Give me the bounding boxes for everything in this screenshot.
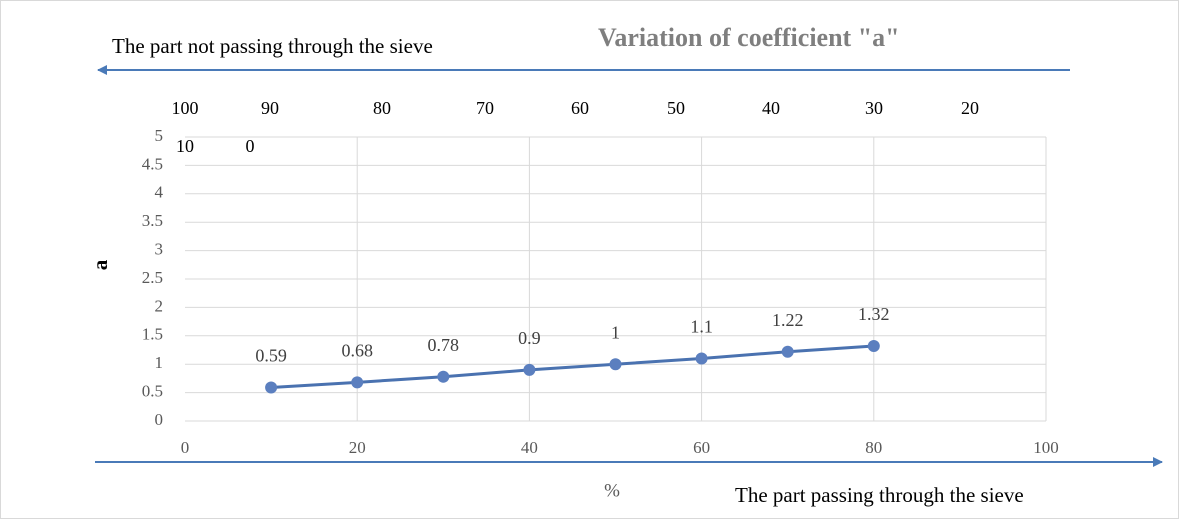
bottom-caption: The part passing through the sieve xyxy=(735,483,1024,507)
top-label: 60 xyxy=(571,98,589,118)
y-tick-label: 4 xyxy=(155,183,164,202)
marker xyxy=(351,376,364,389)
x-tick-label: 60 xyxy=(693,438,710,457)
y-axis-label: a xyxy=(88,259,112,270)
top-label: 80 xyxy=(373,98,391,118)
data-label: 0.78 xyxy=(428,335,460,355)
top-label: 100 xyxy=(172,98,199,118)
y-tick-label: 3 xyxy=(155,240,164,259)
marker xyxy=(781,345,794,358)
marker xyxy=(437,370,450,383)
y-tick-label: 1 xyxy=(155,353,164,372)
x-axis-label: % xyxy=(604,480,620,501)
marker xyxy=(265,381,278,394)
y-tick-label: 0.5 xyxy=(142,382,163,401)
top-label: 10 xyxy=(176,136,194,156)
series-line xyxy=(271,344,874,389)
data-label: 0.59 xyxy=(255,346,287,366)
data-label: 1 xyxy=(611,322,620,342)
data-label: 1.32 xyxy=(858,304,890,324)
marker xyxy=(609,358,622,371)
x-tick-label: 80 xyxy=(865,438,882,457)
top-label: 50 xyxy=(667,98,685,118)
top-caption: The part not passing through the sieve xyxy=(112,34,433,58)
y-tick-label: 3.5 xyxy=(142,211,163,230)
x-tick-label: 40 xyxy=(521,438,538,457)
top-label: 20 xyxy=(961,98,979,118)
marker xyxy=(523,363,536,376)
top-label: 30 xyxy=(865,98,883,118)
data-label: 1.1 xyxy=(690,317,713,337)
marker xyxy=(695,352,708,365)
data-label: 0.9 xyxy=(518,328,541,348)
chart-title: Variation of coefficient "a" xyxy=(598,23,900,52)
x-tick-label: 100 xyxy=(1033,438,1059,457)
data-label: 1.22 xyxy=(772,310,804,330)
top-label: 40 xyxy=(762,98,780,118)
y-tick-label: 5 xyxy=(155,126,164,145)
data-label: 0.68 xyxy=(341,341,373,361)
y-tick-label: 2 xyxy=(155,296,164,315)
y-tick-label: 0 xyxy=(155,410,164,429)
y-tick-label: 1.5 xyxy=(142,325,163,344)
top-label: 90 xyxy=(261,98,279,118)
x-tick-label: 20 xyxy=(349,438,366,457)
y-tick-label: 4.5 xyxy=(142,154,163,173)
y-tick-label: 2.5 xyxy=(142,268,163,287)
marker xyxy=(867,340,880,353)
top-label: 70 xyxy=(476,98,494,118)
top-label: 0 xyxy=(246,136,255,156)
x-tick-label: 0 xyxy=(181,438,190,457)
